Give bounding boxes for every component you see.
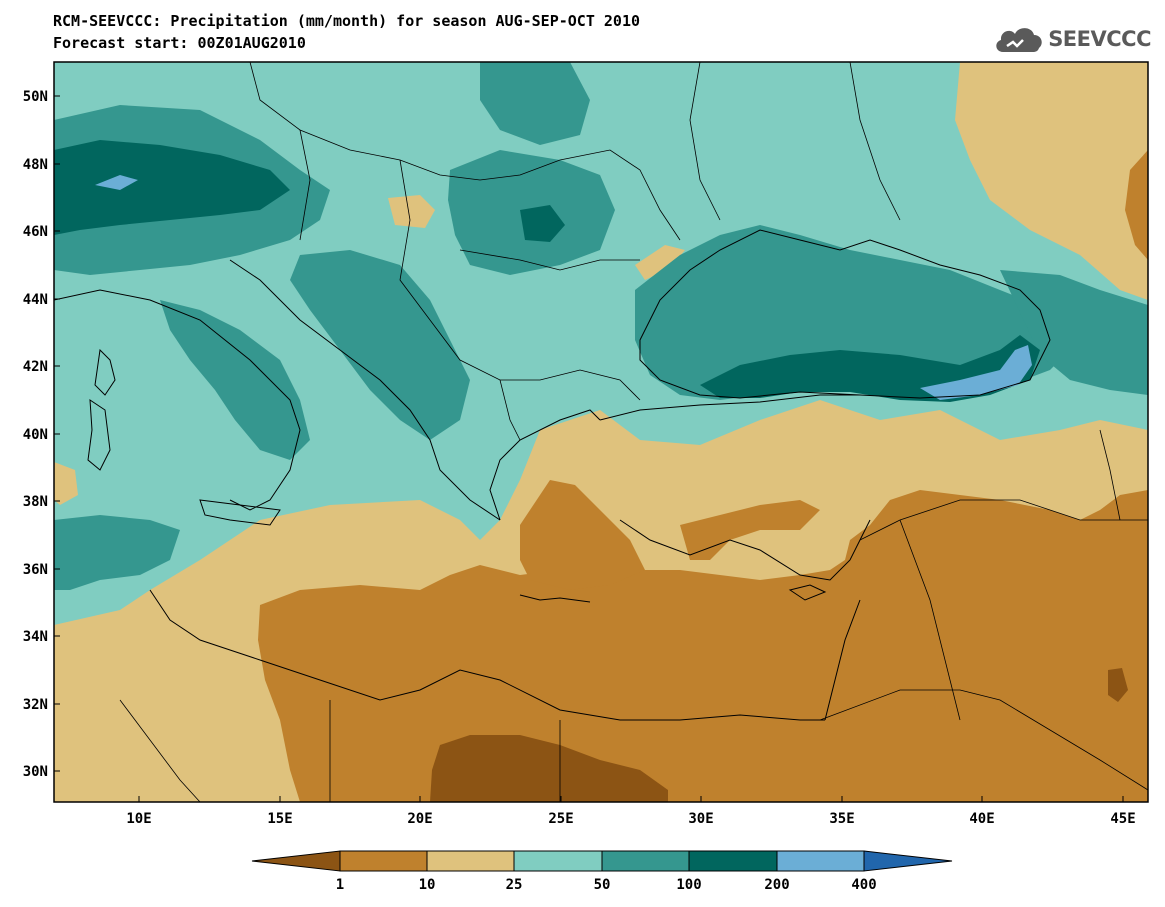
colorbar-label: 50 (594, 877, 611, 893)
colorbar-segment (688, 850, 778, 872)
precip-patch (680, 500, 820, 560)
colorbar-segment (513, 850, 603, 872)
lat-tick-label: 50N (23, 89, 48, 105)
lat-tick-label: 44N (23, 292, 48, 308)
precip-band-50-100-italy (160, 300, 310, 460)
lon-tick-label: 30E (688, 811, 713, 827)
precip-band-50-100-poland (480, 62, 590, 145)
cloud-icon (996, 28, 1042, 52)
precip-band-50-100-tunisia (54, 515, 180, 590)
seevccc-logo: SEEVCCC (993, 20, 1151, 58)
colorbar-label: 200 (764, 877, 789, 893)
precip-patch (520, 205, 565, 242)
colorbar: 1 10 25 50 100 200 400 (251, 850, 953, 893)
logo-text: SEEVCCC (1048, 27, 1151, 51)
longitude-axis: 10E 15E 20E 25E 30E 35E 40E 45E (126, 796, 1136, 827)
precip-band-1-10-ne (1125, 150, 1148, 260)
lon-tick-label: 15E (267, 811, 292, 827)
precip-band-100-200-alps (54, 140, 290, 235)
precip-band-1-10 (258, 490, 1148, 802)
lat-tick-label: 32N (23, 697, 48, 713)
lat-tick-label: 40N (23, 427, 48, 443)
colorbar-segment (776, 850, 865, 872)
colorbar-label: 400 (851, 877, 876, 893)
precip-patch (95, 175, 138, 190)
lon-tick-label: 25E (548, 811, 573, 827)
lat-tick-label: 48N (23, 157, 48, 173)
colorbar-segment (601, 850, 690, 872)
precip-band-50-100-dinaric (290, 250, 470, 440)
lat-tick-label: 38N (23, 494, 48, 510)
lon-tick-label: 40E (969, 811, 994, 827)
colorbar-label: 1 (336, 877, 344, 893)
precip-patch (1108, 668, 1128, 702)
colorbar-label: 10 (419, 877, 436, 893)
lat-tick-label: 36N (23, 562, 48, 578)
colorbar-segment (426, 850, 515, 872)
precip-band-50-100-blacksea (635, 225, 1080, 400)
colorbar-segment (251, 850, 341, 872)
colorbar-segment (863, 850, 953, 872)
lat-tick-label: 30N (23, 764, 48, 780)
colorbar-segment (339, 850, 428, 872)
precip-band-50-100-caucasus (1000, 270, 1148, 395)
lon-tick-label: 35E (829, 811, 854, 827)
lat-tick-label: 42N (23, 359, 48, 375)
colorbar-label: 25 (506, 877, 523, 893)
map-field (54, 62, 1148, 802)
coastlines (54, 229, 1051, 721)
precip-patch (635, 245, 685, 280)
precip-band-10-25-ne (955, 62, 1148, 300)
country-borders (119, 62, 1148, 802)
precip-patch (388, 195, 435, 228)
lon-tick-label: 20E (407, 811, 432, 827)
lon-tick-label: 10E (126, 811, 151, 827)
lat-tick-label: 46N (23, 224, 48, 240)
precip-band-below-1 (430, 735, 668, 802)
map-frame (53, 61, 1149, 803)
forecast-start-label: Forecast start: 00Z01AUG2010 (53, 34, 306, 52)
precip-band-1-10-aegean (520, 480, 645, 590)
map-title: RCM-SEEVCCC: Precipitation (mm/month) fo… (53, 12, 640, 30)
lat-tick-label: 34N (23, 629, 48, 645)
latitude-axis: 50N 48N 46N 44N 42N 40N 38N 36N 34N 32N … (23, 89, 60, 780)
lon-tick-label: 45E (1110, 811, 1135, 827)
precip-patch (54, 462, 78, 505)
colorbar-label: 100 (676, 877, 701, 893)
precip-band-200-400 (920, 345, 1032, 400)
